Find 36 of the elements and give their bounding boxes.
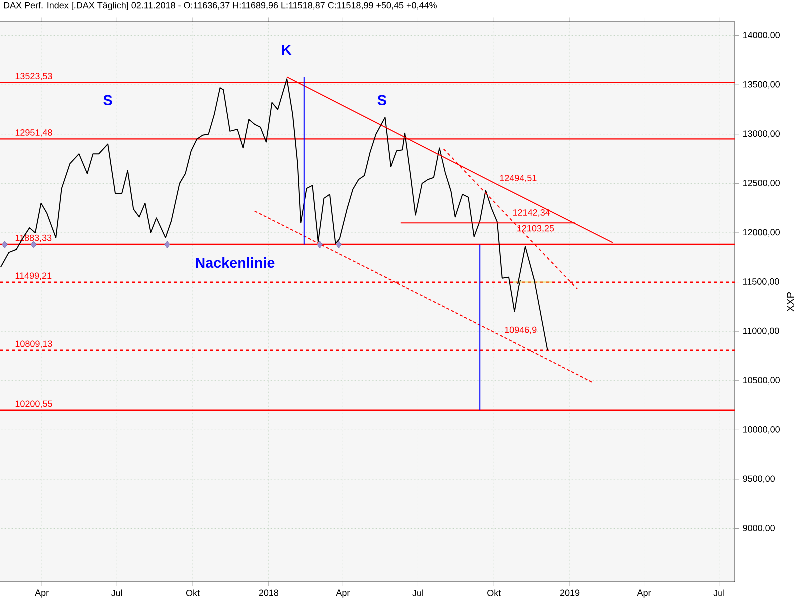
x-tick-label: Apr — [336, 590, 350, 598]
annotation: Nackenlinie — [196, 258, 275, 268]
ref-line-label: 10809,13 — [16, 340, 52, 348]
annotation: S — [104, 95, 112, 106]
x-tick-label: Jul — [714, 590, 724, 596]
y-tick-label: 12500,00 — [744, 180, 780, 188]
y-tick-label: 13500,00 — [744, 81, 780, 89]
series-label: 12142,34 — [514, 210, 550, 217]
series-label: 12494,51 — [500, 175, 537, 182]
series-label: 12103,25 — [518, 225, 554, 233]
y-tick-label: 12000,00 — [744, 229, 780, 237]
ref-line-label: 13523,53 — [16, 73, 52, 81]
annotation: K — [282, 45, 292, 55]
annotation: S — [378, 95, 386, 106]
series-label: 10946,9 — [505, 326, 537, 334]
x-tick-label: Okt — [488, 590, 502, 596]
y-axis-title: XXP — [787, 292, 794, 312]
ref-line-label: 10200,55 — [16, 400, 52, 408]
y-tick-label: 11500,00 — [744, 278, 780, 286]
y-tick-label: 9000,00 — [743, 525, 775, 532]
x-tick-label: Okt — [186, 590, 200, 596]
y-tick-label: 9500,00 — [743, 476, 775, 484]
y-tick-label: 14000,00 — [744, 32, 780, 40]
x-tick-label: Apr — [637, 590, 652, 598]
chart-title: DAX Perf. Index [.DAX Täglich] 02.11.2018 - O:11636,37 H:11689,96 L:11518,87 C:11518,99 +50,45 +0,44% — [4, 2, 437, 10]
x-tick-label: Jul — [112, 590, 122, 596]
x-tick-label: Jul — [412, 590, 424, 596]
x-tick-label: 2019 — [560, 590, 580, 596]
y-tick-label: 10000,00 — [744, 426, 780, 434]
y-tick-label: 10500,00 — [744, 377, 780, 385]
y-tick-label: 11000,00 — [744, 328, 780, 336]
ref-line-label: 11499,21 — [16, 272, 52, 280]
y-tick-label: 13000,00 — [744, 130, 780, 138]
x-tick-label: Apr — [35, 590, 49, 598]
ref-line-label: 12951,48 — [16, 130, 52, 137]
x-tick-label: 2018 — [259, 590, 279, 596]
